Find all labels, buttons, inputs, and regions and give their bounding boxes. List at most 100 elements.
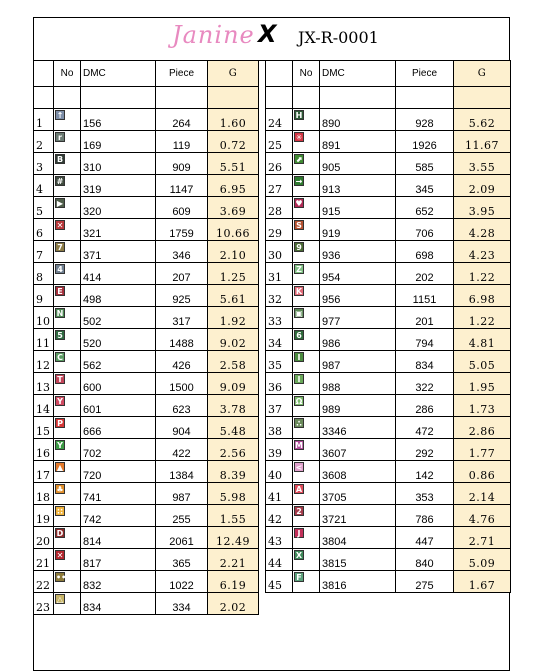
row-number: 14 [33,394,54,417]
row-number: 12 [33,350,54,373]
table-row: 3 B 310 909 5.51 [33,152,259,175]
gram-value: 1.22 [453,306,511,329]
gram-value: 1.92 [207,306,259,329]
table-row: 39 M 3607 292 1.77 [265,438,511,461]
dmc-code: 913 [319,174,396,197]
dmc-code: 3816 [319,570,396,593]
symbol-cell: ✕ [53,218,81,241]
color-symbol-icon: △ [55,594,65,604]
color-symbol-icon: ▶ [55,198,65,208]
piece-count: 1022 [155,570,208,593]
dmc-code: 915 [319,196,396,219]
table-row: 38 ∴ 3346 472 2.86 [265,416,511,439]
spacer-cell [292,86,320,109]
pattern-code: JX-R-0001 [298,28,379,47]
row-number: 23 [33,592,54,615]
row-number: 4 [33,174,54,197]
table-row: 4 #319 1147 6.95 [33,174,259,197]
table-row: 16 Y 702 422 2.56 [33,438,259,461]
table-row: 27 → 913 345 2.09 [265,174,511,197]
table-row: 45 F 3816 275 1.67 [265,570,511,593]
header-g: G [453,60,511,87]
dmc-code: 3804 [319,526,396,549]
color-symbol-icon: F [294,572,304,582]
piece-count: 119 [155,130,208,153]
spacer-cell [53,86,81,109]
table-row: 21 ✕ 817 365 2.21 [33,548,259,571]
spacer-cell [395,86,454,109]
piece-count: 623 [155,394,208,417]
dmc-code: 520 [80,328,156,351]
piece-count: 346 [155,240,208,263]
gram-value: 3.95 [453,196,511,219]
gram-value: 5.62 [453,108,511,131]
gram-value: 1.67 [453,570,511,593]
gram-value: 3.78 [207,394,259,417]
color-symbol-icon: ▣ [294,308,304,318]
piece-count: 202 [395,262,454,285]
dmc-code: 741 [80,482,156,505]
color-symbol-icon: ✕ [55,220,65,230]
dmc-code: 891 [319,130,396,153]
piece-count: 365 [155,548,208,571]
symbol-cell: → [292,174,320,197]
gram-value: 2.02 [207,592,259,615]
color-symbol-icon: ▲ [55,462,65,472]
symbol-cell: X [292,548,320,571]
symbol-cell: ✕ [53,548,81,571]
piece-count: 322 [395,372,454,395]
color-symbol-icon: Y [55,440,65,450]
row-number: 31 [265,262,293,285]
dmc-code: 319 [80,174,156,197]
spacer-row [265,86,511,109]
gram-value: 1.60 [207,108,259,131]
row-number: 38 [265,416,293,439]
row-number: 8 [33,262,54,285]
row-number: 10 [33,306,54,329]
row-number: 28 [265,196,293,219]
dmc-code: 832 [80,570,156,593]
header-piece: Piece [395,60,454,87]
color-symbol-icon: D [55,528,65,538]
header-dmc: DMC [80,60,156,87]
gram-value: 1.22 [453,262,511,285]
piece-count: 2061 [155,526,208,549]
piece-count: 426 [155,350,208,373]
row-number: 21 [33,548,54,571]
dmc-code: 890 [319,108,396,131]
table-row: 43 J 3804 447 2.71 [265,526,511,549]
color-symbol-icon: S [294,220,304,230]
gram-value: 6.95 [207,174,259,197]
table-row: 28 ♥ 915 652 3.95 [265,196,511,219]
piece-count: 353 [395,482,454,505]
piece-count: 1147 [155,174,208,197]
table-row: 31 Z 954 202 1.22 [265,262,511,285]
right-color-table: No DMC Piece G 24 H 890 928 5.62 25 ✳ 891 1926 11.67 2… [265,60,511,593]
table-row: 15 P 666 904 5.48 [33,416,259,439]
row-number: 9 [33,284,54,307]
row-number: 43 [265,526,293,549]
color-symbol-icon: X [294,550,304,560]
color-symbol-icon: N [55,308,65,318]
gram-value: 2.10 [207,240,259,263]
table-row: 8 4 414 207 1.25 [33,262,259,285]
header-piece: Piece [155,60,208,87]
piece-count: 925 [155,284,208,307]
dmc-code: 414 [80,262,156,285]
dmc-code: 502 [80,306,156,329]
gram-value: 5.51 [207,152,259,175]
row-number: 5 [33,196,54,219]
gram-value: 1.77 [453,438,511,461]
dmc-code: 720 [80,460,156,483]
dmc-code: 977 [319,306,396,329]
spacer-cell [265,86,293,109]
table-row: 7 7 371 346 2.10 [33,240,259,263]
symbol-cell: D [53,526,81,549]
dmc-code: 3815 [319,548,396,571]
gram-value: 10.66 [207,218,259,241]
color-symbol-icon: ✕ [55,550,65,560]
dmc-code: 986 [319,328,396,351]
row-number: 17 [33,460,54,483]
dmc-code: 320 [80,196,156,219]
symbol-cell: I [292,350,320,373]
